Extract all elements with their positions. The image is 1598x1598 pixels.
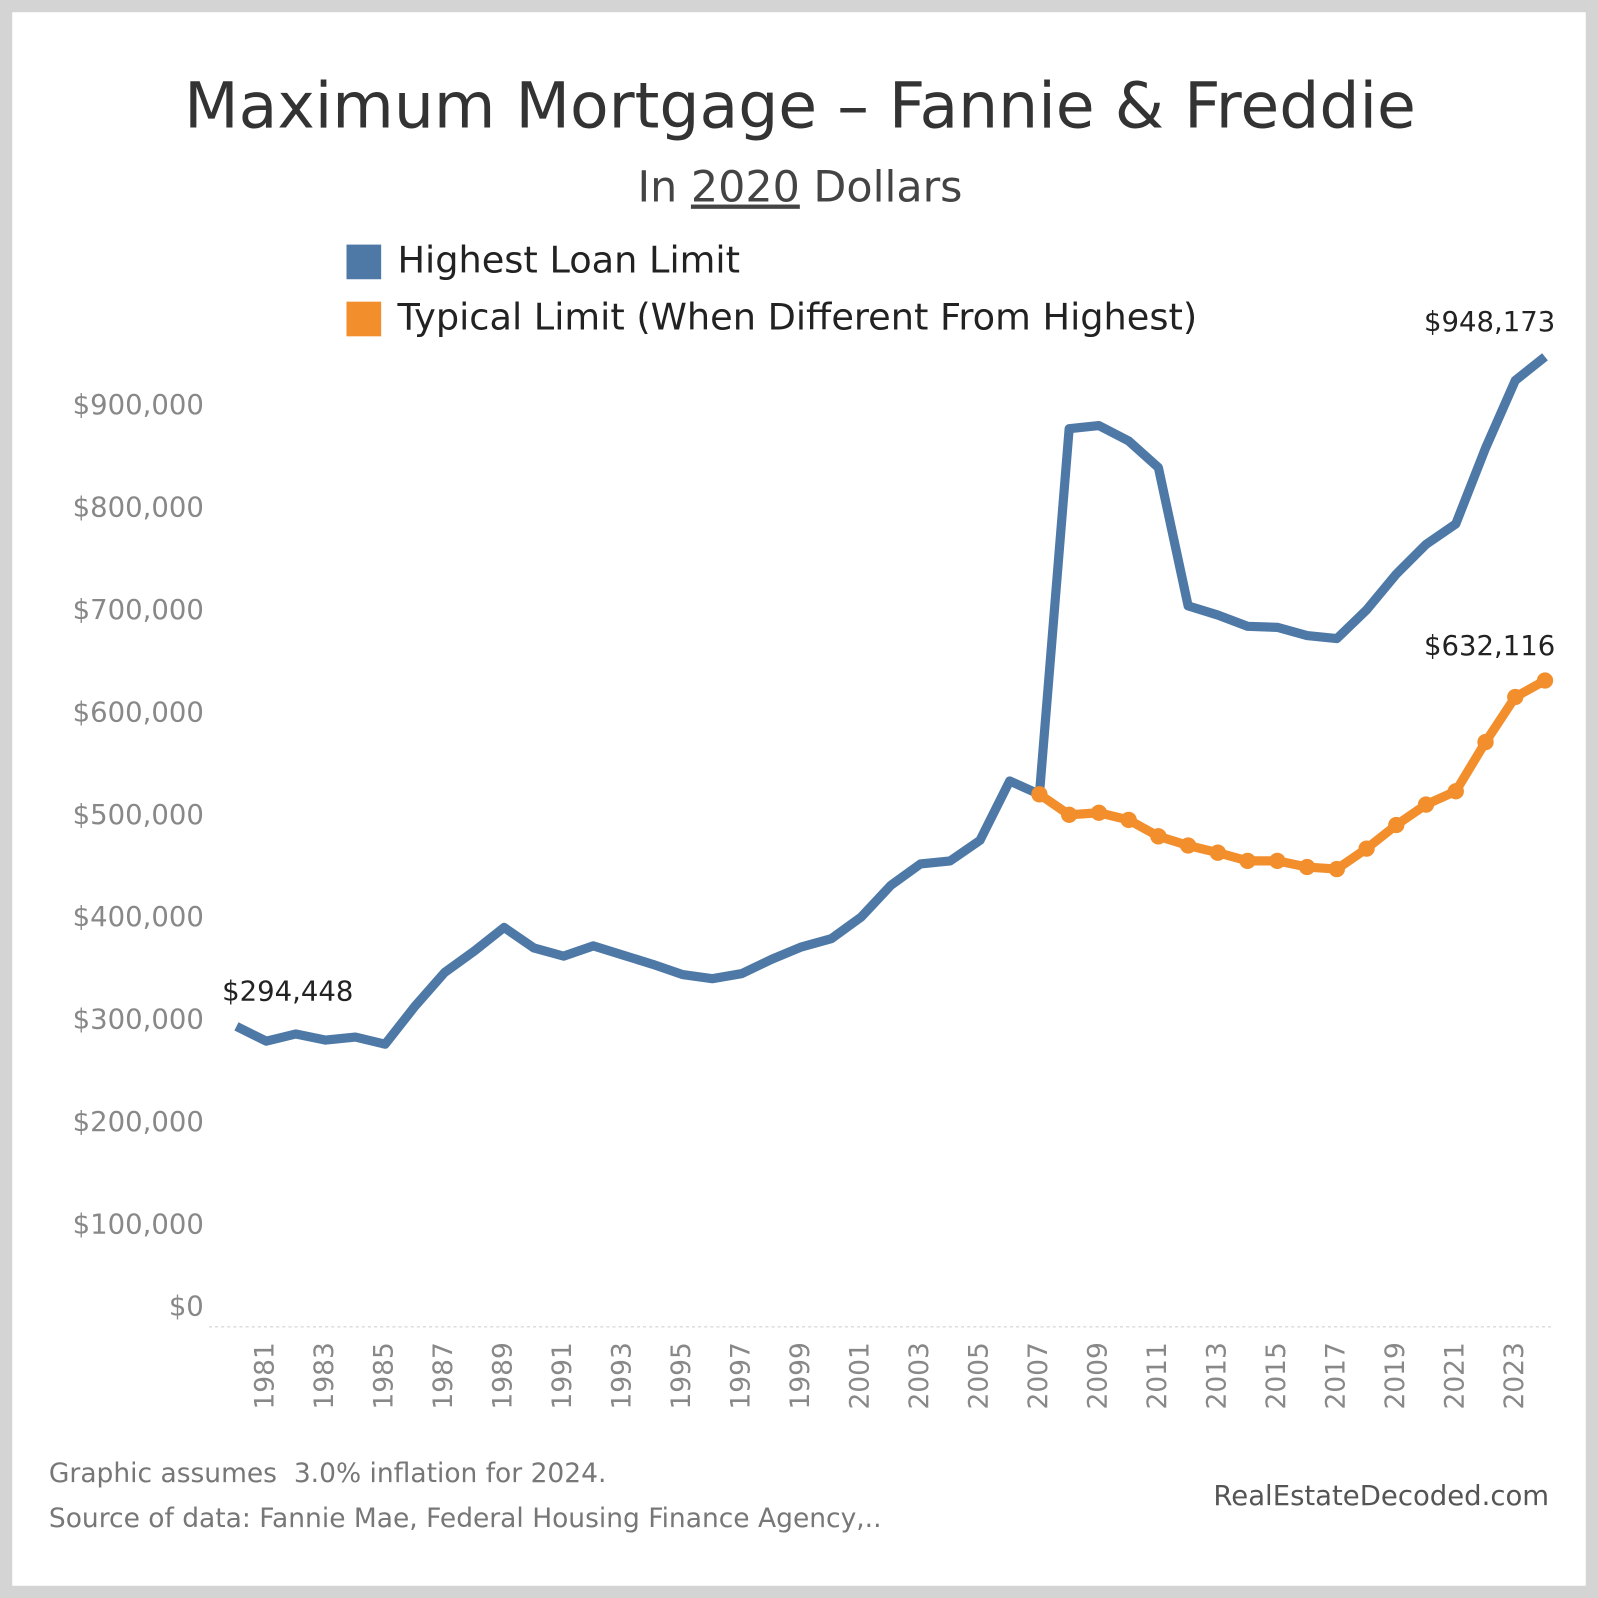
x-tick-label: 1981 [250, 1342, 281, 1409]
x-tick-label: 1985 [369, 1342, 400, 1409]
x-tick-label: 2013 [1201, 1342, 1232, 1409]
y-tick-label: $600,000 [73, 696, 204, 728]
point [1061, 806, 1078, 823]
y-tick-label: $700,000 [73, 594, 204, 626]
chart-subtitle: In 2020 Dollars [638, 162, 963, 212]
point [1417, 796, 1435, 813]
y-tick-label: $800,000 [73, 492, 204, 524]
legend-label: Typical Limit (When Different From Highe… [396, 295, 1197, 338]
point [1447, 783, 1464, 800]
point [1269, 852, 1286, 870]
series-line [234, 353, 1548, 1049]
x-tick-label: 2023 [1499, 1342, 1530, 1409]
data-label: $632,116 [1424, 630, 1555, 662]
legend-swatch [346, 301, 382, 337]
x-tick-label: 1989 [488, 1342, 519, 1409]
point [1328, 860, 1345, 878]
point [1239, 852, 1256, 870]
credit: RealEstateDecoded.com [1213, 1480, 1549, 1512]
x-tick-label: 2005 [963, 1342, 994, 1409]
data-label: $294,448 [222, 976, 353, 1008]
x-tick-label: 2003 [904, 1342, 935, 1409]
panel [12, 12, 1586, 1586]
y-tick-label: $100,000 [73, 1209, 204, 1241]
point [1179, 837, 1197, 854]
note: Graphic assumes 3.0% inflation for 2024. [49, 1458, 606, 1489]
point [1120, 811, 1137, 829]
data-label: $948,173 [1424, 306, 1555, 338]
point [1090, 804, 1108, 821]
x-tick-label: 2009 [1082, 1342, 1113, 1409]
x-tick-label: 2019 [1380, 1342, 1411, 1409]
x-tick-label: 2017 [1320, 1342, 1351, 1409]
x-tick-label: 2015 [1261, 1342, 1292, 1409]
note: Source of data: Fannie Mae, Federal Hous… [49, 1503, 882, 1534]
x-tick-label: 1991 [547, 1342, 578, 1409]
x-tick-label: 1983 [309, 1342, 340, 1409]
point [1209, 844, 1227, 861]
y-tick-label: $200,000 [73, 1106, 204, 1138]
y-tick-label: $300,000 [73, 1004, 204, 1036]
y-tick-label: $0 [169, 1291, 204, 1323]
point [1150, 828, 1167, 845]
x-tick-label: 1995 [666, 1342, 697, 1409]
subtitle-part: Dollars [800, 162, 963, 212]
chart-title: Maximum Mortgage – Fannie & Freddie [184, 69, 1416, 143]
x-tick-label: 2011 [1142, 1342, 1173, 1409]
point [1031, 786, 1048, 803]
point [1388, 816, 1405, 834]
subtitle-part: In [638, 162, 691, 212]
point [1507, 688, 1524, 706]
x-tick-label: 2001 [844, 1342, 875, 1409]
legend-swatch [346, 244, 382, 280]
x-tick-label: 2021 [1439, 1342, 1470, 1409]
y-tick-label: $900,000 [73, 389, 204, 421]
point [1298, 858, 1316, 876]
legend-label: Highest Loan Limit [397, 238, 740, 281]
subtitle-part: 2020 [691, 162, 800, 212]
y-tick-label: $400,000 [73, 901, 204, 933]
x-tick-label: 1997 [726, 1342, 757, 1409]
x-tick-label: 2007 [1023, 1342, 1054, 1409]
point [1536, 672, 1554, 689]
x-tick-label: 1987 [428, 1342, 459, 1409]
point [1358, 840, 1375, 857]
y-tick-label: $500,000 [73, 799, 204, 831]
point [1477, 733, 1494, 751]
x-tick-label: 1999 [785, 1342, 816, 1409]
x-tick-label: 1993 [607, 1342, 638, 1409]
